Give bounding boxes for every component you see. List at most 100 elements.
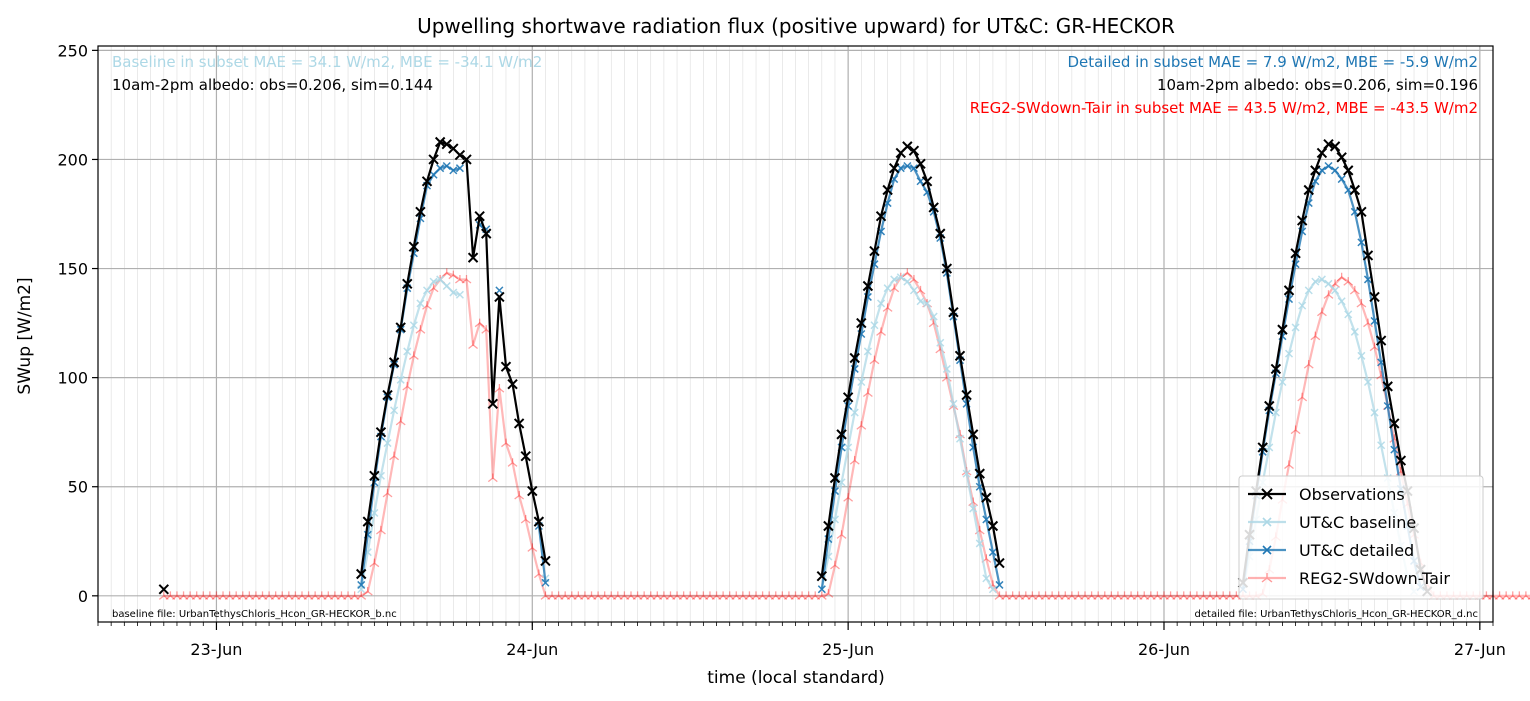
data-point-ut-c-baseline: [942, 364, 951, 373]
data-point-observations: [408, 241, 420, 252]
data-point-reg2-swdown-tair: [1284, 460, 1294, 470]
data-point-reg2-swdown-tair: [468, 340, 478, 350]
data-point-reg2-swdown-tair: [665, 591, 676, 600]
data-point-ut-c-baseline: [903, 277, 912, 286]
data-point-observations: [1382, 381, 1393, 392]
data-point-ut-c-detailed: [1344, 185, 1353, 195]
data-point-reg2-swdown-tair: [698, 591, 709, 600]
data-point-observations: [1329, 141, 1341, 152]
data-point-reg2-swdown-tair: [619, 591, 630, 600]
data-point-reg2-swdown-tair: [356, 591, 367, 600]
data-point-ut-c-baseline: [1317, 275, 1326, 284]
data-point-reg2-swdown-tair: [283, 591, 294, 600]
data-point-reg2-swdown-tair: [448, 270, 459, 280]
data-point-reg2-swdown-tair: [1527, 596, 1530, 600]
y-tick-label: 250: [57, 41, 88, 60]
data-point-observations: [908, 145, 920, 156]
data-point-observations: [388, 357, 400, 368]
data-point-observations: [415, 206, 426, 218]
data-point-reg2-swdown-tair: [1501, 591, 1512, 600]
data-point-reg2-swdown-tair: [1027, 591, 1038, 600]
data-point-reg2-swdown-tair: [310, 591, 321, 600]
data-point-ut-c-baseline: [1331, 286, 1340, 295]
data-point-reg2-swdown-tair: [244, 591, 255, 600]
data-point-ut-c-detailed: [995, 580, 1004, 589]
data-point-ut-c-baseline: [916, 297, 925, 306]
data-point-observations: [1395, 455, 1407, 466]
legend-label-observations: Observations: [1299, 485, 1405, 504]
data-point-reg2-swdown-tair: [191, 591, 202, 600]
data-point-observations: [467, 252, 479, 263]
data-point-observations: [862, 280, 874, 292]
data-point-ut-c-baseline: [1311, 277, 1320, 286]
data-point-reg2-swdown-tair: [1066, 591, 1077, 600]
data-point-ut-c-baseline: [442, 281, 451, 291]
data-point-reg2-swdown-tair: [606, 591, 617, 600]
data-point-ut-c-baseline: [409, 321, 418, 330]
data-point-ut-c-baseline: [1278, 377, 1287, 387]
data-point-reg2-swdown-tair: [797, 591, 807, 600]
data-point-reg2-swdown-tair: [198, 591, 209, 600]
data-point-observations: [935, 228, 946, 239]
data-point-reg2-swdown-tair: [336, 591, 347, 600]
data-point-reg2-swdown-tair: [1356, 298, 1367, 308]
data-point-observations: [474, 210, 485, 222]
data-point-observations: [1257, 442, 1268, 453]
data-point-reg2-swdown-tair: [1172, 591, 1183, 600]
x-tick-label: 27-Jun: [1454, 640, 1506, 659]
data-point-ut-c-detailed: [988, 548, 997, 557]
x-tick-label: 23-Jun: [190, 640, 242, 659]
data-point-reg2-swdown-tair: [770, 591, 781, 600]
data-point-observations: [428, 154, 439, 165]
data-point-observations: [382, 389, 393, 401]
data-point-reg2-swdown-tair: [1323, 290, 1334, 299]
data-point-ut-c-baseline: [857, 377, 866, 387]
data-point-observations: [1349, 184, 1361, 196]
data-point-reg2-swdown-tair: [1310, 331, 1321, 341]
data-point-observations: [829, 472, 841, 484]
data-point-reg2-swdown-tair: [501, 438, 511, 448]
data-point-reg2-swdown-tair: [1060, 591, 1071, 600]
data-point-reg2-swdown-tair: [612, 591, 623, 600]
data-point-ut-c-detailed: [436, 164, 445, 173]
data-point-reg2-swdown-tair: [277, 591, 288, 600]
data-point-reg2-swdown-tair: [705, 591, 715, 600]
data-point-ut-c-baseline: [949, 399, 958, 408]
data-point-reg2-swdown-tair: [639, 591, 650, 600]
data-point-reg2-swdown-tair: [1086, 591, 1097, 600]
data-point-ut-c-detailed: [903, 161, 912, 171]
x-axis-ticks: 23-Jun 24-Jun 25-Jun 26-Jun 27-Jun: [97, 622, 1506, 659]
data-point-ut-c-baseline: [982, 574, 991, 583]
data-point-reg2-swdown-tair: [790, 591, 801, 600]
data-point-ut-c-detailed: [1363, 275, 1373, 284]
data-point-reg2-swdown-tair: [994, 591, 1005, 600]
data-point-observations: [356, 568, 367, 580]
data-point-reg2-swdown-tair: [507, 458, 518, 467]
data-point-ut-c-baseline: [863, 347, 872, 356]
data-point-ut-c-detailed: [455, 164, 464, 173]
data-point-ut-c-baseline: [923, 299, 932, 308]
data-point-reg2-swdown-tair: [369, 558, 380, 568]
data-point-reg2-swdown-tair: [593, 591, 604, 600]
data-point-ut-c-detailed: [896, 164, 905, 173]
data-point-reg2-swdown-tair: [580, 591, 590, 600]
data-point-reg2-swdown-tair: [737, 591, 748, 600]
x-axis-label: time (local standard): [707, 668, 885, 688]
data-point-ut-c-detailed: [1357, 238, 1366, 247]
data-point-ut-c-baseline: [962, 469, 971, 478]
data-point-observations: [823, 520, 834, 532]
data-point-reg2-swdown-tair: [862, 388, 873, 398]
data-point-ut-c-baseline: [383, 439, 392, 448]
data-point-reg2-swdown-tair: [849, 456, 860, 465]
data-point-reg2-swdown-tair: [1211, 591, 1222, 600]
data-point-reg2-swdown-tair: [876, 327, 886, 336]
detailed-file-footnote: detailed file: UrbanTethysChloris_Hcon_G…: [1195, 609, 1478, 620]
data-point-reg2-swdown-tair: [158, 591, 169, 600]
data-point-observations: [1389, 418, 1400, 429]
data-point-reg2-swdown-tair: [757, 591, 768, 600]
data-point-reg2-swdown-tair: [1034, 591, 1044, 600]
data-point-reg2-swdown-tair: [231, 591, 242, 600]
data-point-observations: [869, 245, 880, 257]
data-point-reg2-swdown-tair: [843, 493, 854, 502]
y-axis-label: SWup [W/m2]: [15, 277, 35, 394]
